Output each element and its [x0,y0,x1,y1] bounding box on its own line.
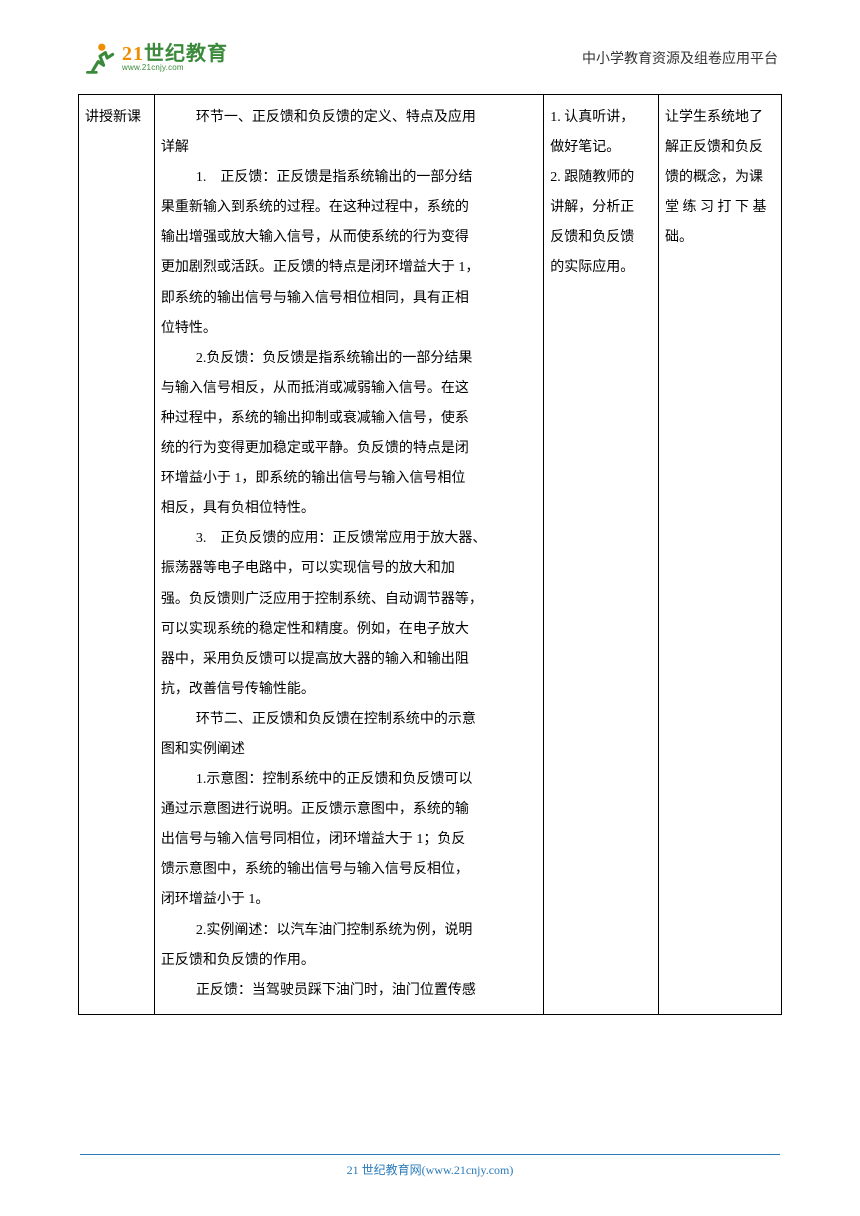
content-line: 1. 认真听讲， [550,103,652,133]
cell-teaching-content: 环节一、正反馈和负反馈的定义、特点及应用详解1. 正反馈：正反馈是指系统输出的一… [154,95,543,1015]
content-line: 馈的概念，为课 [665,163,775,193]
content-line: 果重新输入到系统的过程。在这种过程中，系统的 [161,193,537,223]
lesson-plan-table: 讲授新课 环节一、正反馈和负反馈的定义、特点及应用详解1. 正反馈：正反馈是指系… [78,94,782,1015]
cell-section-title: 讲授新课 [79,95,155,1015]
content-line: 的实际应用。 [550,253,652,283]
content-line: 出信号与输入信号同相位，闭环增益大于 1；负反 [161,825,537,855]
content-line: 解正反馈和负反 [665,133,775,163]
content-line: 种过程中，系统的输出抑制或衰减输入信号，使系 [161,404,537,434]
content-line: 器中，采用负反馈可以提高放大器的输入和输出阻 [161,645,537,675]
footer-brand: 21 世纪教育网 [347,1163,422,1177]
content-line: 2. 跟随教师的 [550,163,652,193]
cell-design-intent: 让学生系统地了解正反馈和负反馈的概念，为课堂 练 习 打 下 基础。 [659,95,782,1015]
footer-domain: (www.21cnjy.com) [422,1163,514,1177]
content-line: 强。负反馈则广泛应用于控制系统、自动调节器等， [161,585,537,615]
content-line: 反馈和负反馈 [550,223,652,253]
content-line: 正反馈：当驾驶员踩下油门时，油门位置传感 [161,976,537,1006]
content-line: 与输入信号相反，从而抵消或减弱输入信号。在这 [161,374,537,404]
content-line: 做好笔记。 [550,133,652,163]
content-line: 2.负反馈：负反馈是指系统输出的一部分结果 [161,344,537,374]
content-line: 图和实例阐述 [161,735,537,765]
content-line: 3. 正负反馈的应用：正反馈常应用于放大器、 [161,524,537,554]
content-line: 讲解，分析正 [550,193,652,223]
logo-text: 世纪教育 [144,43,228,65]
content-line: 振荡器等电子电路中，可以实现信号的放大和加 [161,554,537,584]
footer-divider [80,1154,780,1155]
content-line: 位特性。 [161,314,537,344]
content-line: 1.示意图：控制系统中的正反馈和负反馈可以 [161,765,537,795]
content-line: 1. 正反馈：正反馈是指系统输出的一部分结 [161,163,537,193]
page-header: 21世纪教育 www.21cnjy.com 中小学教育资源及组卷应用平台 [78,40,782,76]
content-line: 堂 练 习 打 下 基 [665,193,775,223]
table-row: 讲授新课 环节一、正反馈和负反馈的定义、特点及应用详解1. 正反馈：正反馈是指系… [79,95,782,1015]
content-line: 础。 [665,223,775,253]
content-line: 输出增强或放大输入信号，从而使系统的行为变得 [161,223,537,253]
content-line: 相反，具有负相位特性。 [161,494,537,524]
content-line: 环增益小于 1，即系统的输出信号与输入信号相位 [161,464,537,494]
content-line: 即系统的输出信号与输入信号相位相同，具有正相 [161,284,537,314]
site-logo: 21世纪教育 www.21cnjy.com [82,40,228,76]
content-line: 通过示意图进行说明。正反馈示意图中，系统的输 [161,795,537,825]
runner-icon [82,40,118,76]
content-line: 2.实例阐述：以汽车油门控制系统为例，说明 [161,916,537,946]
content-line: 抗，改善信号传输性能。 [161,675,537,705]
content-line: 更加剧烈或活跃。正反馈的特点是闭环增益大于 1， [161,253,537,283]
content-line: 环节一、正反馈和负反馈的定义、特点及应用 [161,103,537,133]
logo-url: www.21cnjy.com [122,64,228,72]
content-line: 统的行为变得更加稳定或平静。负反馈的特点是闭 [161,434,537,464]
logo-number: 21 [122,43,144,65]
content-line: 正反馈和负反馈的作用。 [161,946,537,976]
content-line: 馈示意图中，系统的输出信号与输入信号反相位， [161,855,537,885]
cell-student-activity: 1. 认真听讲，做好笔记。2. 跟随教师的讲解，分析正反馈和负反馈的实际应用。 [544,95,659,1015]
content-line: 可以实现系统的稳定性和精度。例如，在电子放大 [161,615,537,645]
content-line: 让学生系统地了 [665,103,775,133]
logo-title: 21世纪教育 [122,44,228,64]
content-line: 详解 [161,133,537,163]
content-line: 环节二、正反馈和负反馈在控制系统中的示意 [161,705,537,735]
page-footer: 21 世纪教育网(www.21cnjy.com) [0,1154,860,1178]
header-subtitle: 中小学教育资源及组卷应用平台 [582,48,778,68]
content-line: 闭环增益小于 1。 [161,885,537,915]
